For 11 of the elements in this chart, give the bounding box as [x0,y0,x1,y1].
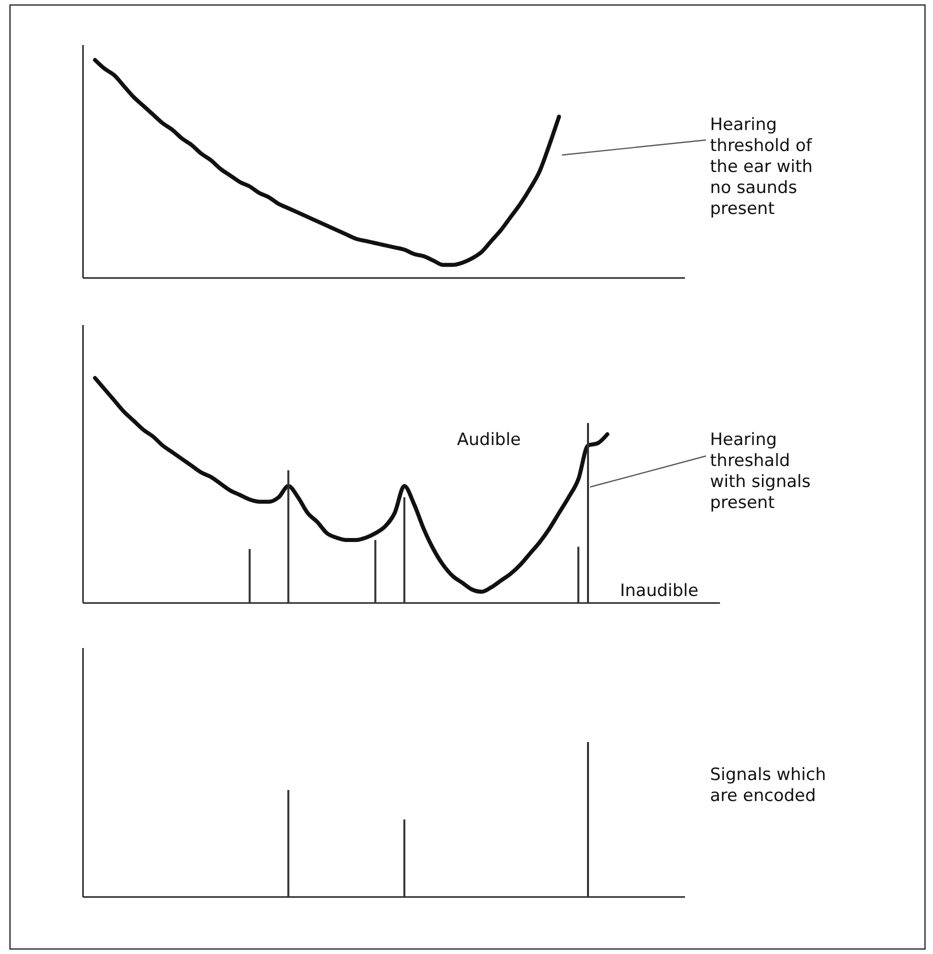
annotation: Audible [457,430,521,450]
bar [248,549,251,603]
text: Hearing threshold of the ear with no saunds present [710,115,813,219]
annotation: Inaudible [620,581,698,601]
text: Signals which are encoded [710,765,826,806]
bar [587,423,589,603]
bar [287,470,290,603]
bar [577,546,580,603]
bar [403,497,406,603]
text: Hearing threshald with signals present [710,430,811,513]
bar [374,540,376,603]
